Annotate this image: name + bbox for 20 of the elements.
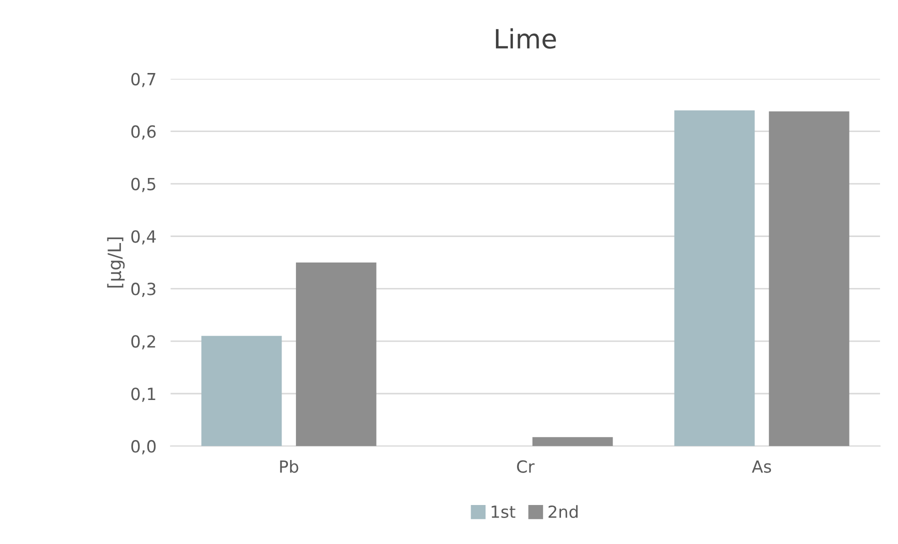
y-axis-title: [µg/L] <box>107 237 125 288</box>
bar <box>201 336 282 446</box>
legend-label: 2nd <box>548 505 578 518</box>
bar <box>296 262 376 446</box>
y-tick-label: 0,0 <box>131 440 156 454</box>
legend-label: 1st <box>492 506 516 518</box>
bar <box>674 110 755 446</box>
y-tick-label: 0,4 <box>131 230 156 245</box>
y-tick-label: 0,6 <box>131 125 156 140</box>
y-tick-label: 0,3 <box>131 282 156 297</box>
y-tick-label: 0,7 <box>131 72 156 88</box>
x-tick-label: As <box>752 460 772 473</box>
y-tick-label: 0,1 <box>131 388 156 402</box>
bar <box>768 111 850 446</box>
y-tick-label: 0,5 <box>131 178 156 192</box>
chart-title: Lime <box>496 28 556 49</box>
y-tick-label: 0,2 <box>131 335 156 350</box>
x-tick-label: Pb <box>280 460 298 473</box>
x-tick-label: Cr <box>517 460 535 473</box>
bar <box>532 437 613 446</box>
